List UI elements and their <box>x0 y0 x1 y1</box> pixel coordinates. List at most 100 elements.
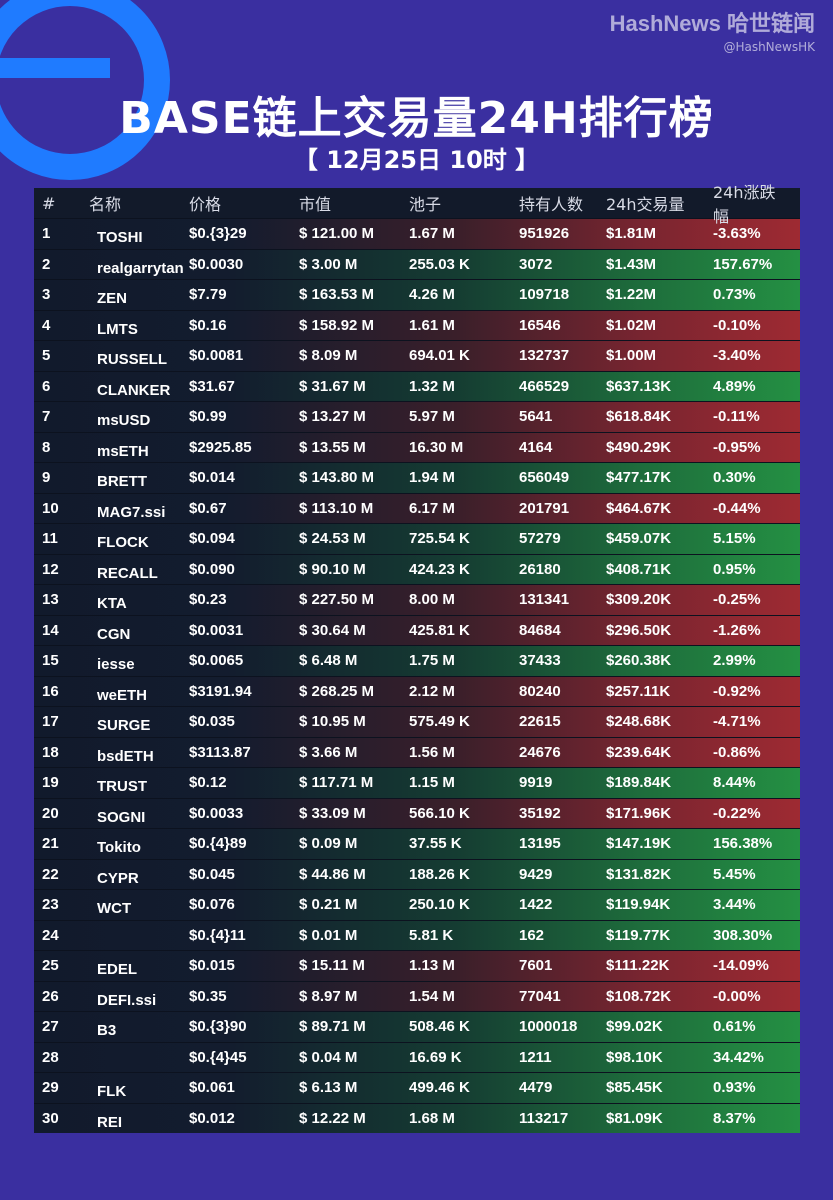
header-price: 价格 <box>189 195 222 214</box>
cell-pool: 566.10 K <box>409 804 470 822</box>
cell-price: $3191.94 <box>189 682 252 700</box>
cell-name: WCT <box>97 900 132 918</box>
cell-change: 0.30% <box>713 469 756 487</box>
table-row: 7 msUSD $0.99 $ 13.27 M 5.97 M 5641 $618.84K -0… <box>34 401 800 432</box>
cell-mcap: $ 89.71 M <box>299 1018 366 1036</box>
cell-pool: 1.13 M <box>409 957 455 975</box>
cell-change: -0.95% <box>713 438 761 456</box>
cell-holders: 1422 <box>519 896 553 914</box>
cell-rank: 19 <box>42 774 59 792</box>
cell-volume: $1.43M <box>606 255 657 273</box>
cell-holders: 80240 <box>519 682 561 700</box>
cell-name <box>79 931 189 939</box>
table-row: 5 RUSSELL $0.0081 $ 8.09 M 694.01 K 132737 $1.… <box>34 340 800 371</box>
cell-holders: 7601 <box>519 957 553 975</box>
cell-volume: $85.45K <box>606 1079 663 1097</box>
cell-price: $0.061 <box>189 1079 235 1097</box>
cell-price: $0.{3}29 <box>189 225 247 243</box>
cell-name: TOSHI <box>97 229 143 247</box>
cell-name: Tokito <box>97 839 141 857</box>
cell-name: RECALL <box>97 564 158 582</box>
cell-holders: 77041 <box>519 987 561 1005</box>
cell-price: $0.0065 <box>189 652 244 670</box>
cell-name: ZEN <box>97 290 127 308</box>
cell-volume: $119.94K <box>606 896 671 914</box>
cell-pool: 8.00 M <box>409 591 455 609</box>
cell-mcap: $ 3.66 M <box>299 743 358 761</box>
cell-volume: $464.67K <box>606 499 672 517</box>
cell-pool: 1.32 M <box>409 377 455 395</box>
cell-holders: 466529 <box>519 377 570 395</box>
cell-rank: 2 <box>42 255 51 273</box>
cell-pool: 1.56 M <box>409 743 455 761</box>
cell-volume: $119.77K <box>606 926 671 944</box>
cell-pool: 37.55 K <box>409 835 462 853</box>
cell-volume: $147.19K <box>606 835 672 853</box>
cell-name: msUSD <box>97 412 151 430</box>
cell-pool: 424.23 K <box>409 560 470 578</box>
cell-change: -0.25% <box>713 591 761 609</box>
cell-change: -0.00% <box>713 987 761 1005</box>
cell-pool: 188.26 K <box>409 865 470 883</box>
cell-mcap: $ 117.71 M <box>299 774 374 792</box>
cell-pool: 425.81 K <box>409 621 470 639</box>
cell-price: $0.35 <box>189 987 227 1005</box>
cell-price: $7.79 <box>189 286 227 304</box>
cell-holders: 131341 <box>519 591 570 609</box>
cell-rank: 13 <box>42 591 59 609</box>
cell-change: -0.44% <box>713 499 761 517</box>
cell-holders: 16546 <box>519 316 561 334</box>
cell-change: -3.40% <box>713 347 761 365</box>
cell-mcap: $ 13.27 M <box>299 408 366 426</box>
cell-name: LMTS <box>97 320 138 338</box>
cell-pool: 255.03 K <box>409 255 470 273</box>
cell-volume: $1.22M <box>606 286 657 304</box>
cell-name: iesse <box>97 656 135 674</box>
cell-mcap: $ 0.21 M <box>299 896 358 914</box>
cell-mcap: $ 6.13 M <box>299 1079 358 1097</box>
cell-change: -14.09% <box>713 957 769 975</box>
cell-price: $0.{4}45 <box>189 1048 247 1066</box>
cell-change: -0.10% <box>713 316 761 334</box>
cell-name: bsdETH <box>97 747 154 765</box>
cell-pool: 575.49 K <box>409 713 470 731</box>
cell-rank: 10 <box>42 499 59 517</box>
table-row: 12 RECALL $0.090 $ 90.10 M 424.23 K 26180 $408… <box>34 553 800 584</box>
table-row: 22 CYPR $0.045 $ 44.86 M 188.26 K 9429 $131.82… <box>34 858 800 889</box>
cell-mcap: $ 44.86 M <box>299 865 366 883</box>
cell-change: 34.42% <box>713 1048 764 1066</box>
table-row: 21 Tokito $0.{4}89 $ 0.09 M 37.55 K 13195 $147… <box>34 828 800 859</box>
cell-change: -3.63% <box>713 225 761 243</box>
cell-holders: 13195 <box>519 835 561 853</box>
cell-pool: 1.15 M <box>409 774 455 792</box>
cell-pool: 5.97 M <box>409 408 455 426</box>
cell-holders: 5641 <box>519 408 553 426</box>
cell-price: $0.{4}89 <box>189 835 247 853</box>
table-row: 8 msETH $2925.85 $ 13.55 M 16.30 M 4164 $490.2… <box>34 431 800 462</box>
cell-name: FLOCK <box>97 534 149 552</box>
table-row: 19 TRUST $0.12 $ 117.71 M 1.15 M 9919 $189.84K… <box>34 767 800 798</box>
cell-rank: 1 <box>42 225 51 243</box>
table-row: 10 MAG7.ssi $0.67 $ 113.10 M 6.17 M 201791 $46… <box>34 492 800 523</box>
table-row: 23 WCT $0.076 $ 0.21 M 250.10 K 1422 $119.94K 3… <box>34 889 800 920</box>
cell-pool: 6.17 M <box>409 499 455 517</box>
brand-name: HashNews 哈世链闻 <box>609 11 815 36</box>
cell-price: $31.67 <box>189 377 235 395</box>
table-row: 17 SURGE $0.035 $ 10.95 M 575.49 K 22615 $248.… <box>34 706 800 737</box>
table-header: # 名称 价格 市值 池子 持有人数 24h交易量 24h涨跌幅 <box>34 183 800 226</box>
cell-name: CYPR <box>97 869 139 887</box>
cell-holders: 9919 <box>519 774 553 792</box>
cell-mcap: $ 8.97 M <box>299 987 358 1005</box>
cell-price: $0.015 <box>189 957 235 975</box>
cell-price: $0.99 <box>189 408 227 426</box>
table-row: 3 ZEN $7.79 $ 163.53 M 4.26 M 109718 $1.22M 0.7… <box>34 279 800 310</box>
header-pool: 池子 <box>409 195 442 214</box>
cell-rank: 17 <box>42 713 59 731</box>
cell-name: KTA <box>97 595 127 613</box>
cell-volume: $309.20K <box>606 591 672 609</box>
cell-pool: 1.68 M <box>409 1109 455 1127</box>
cell-rank: 29 <box>42 1079 59 1097</box>
cell-pool: 4.26 M <box>409 286 455 304</box>
cell-pool: 5.81 K <box>409 926 454 944</box>
cell-price: $0.045 <box>189 865 235 883</box>
